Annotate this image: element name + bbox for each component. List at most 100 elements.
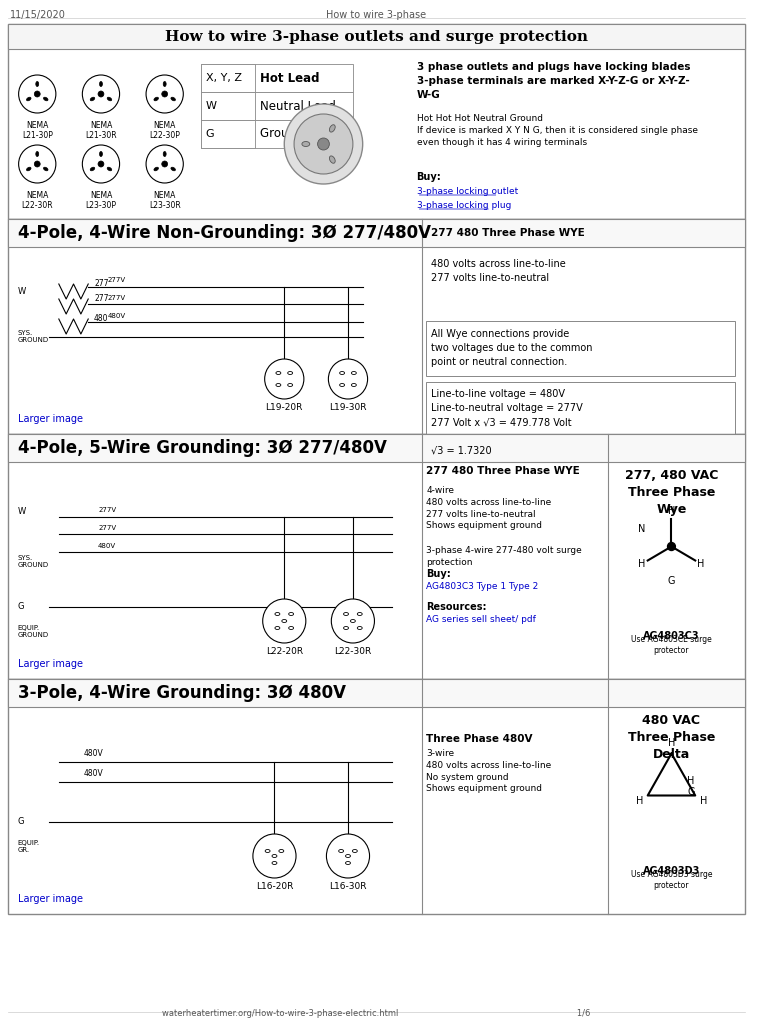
Text: 277, 480 VAC
Three Phase
Wye: 277, 480 VAC Three Phase Wye bbox=[625, 469, 718, 516]
FancyBboxPatch shape bbox=[8, 679, 745, 707]
Circle shape bbox=[263, 599, 306, 643]
Ellipse shape bbox=[36, 152, 38, 157]
Ellipse shape bbox=[154, 167, 158, 171]
Text: L16-20R: L16-20R bbox=[256, 882, 293, 891]
Text: N: N bbox=[638, 524, 645, 534]
Circle shape bbox=[318, 138, 329, 150]
Circle shape bbox=[98, 161, 104, 167]
Circle shape bbox=[667, 543, 675, 551]
Ellipse shape bbox=[272, 861, 277, 864]
Text: Buy:: Buy: bbox=[416, 172, 442, 182]
Circle shape bbox=[265, 359, 304, 399]
Text: EQUIP.
GROUND: EQUIP. GROUND bbox=[18, 625, 49, 638]
Circle shape bbox=[35, 161, 40, 167]
Circle shape bbox=[326, 834, 369, 878]
Ellipse shape bbox=[339, 850, 343, 853]
Ellipse shape bbox=[288, 384, 293, 386]
Ellipse shape bbox=[108, 97, 111, 100]
Text: 277 480 Three Phase WYE: 277 480 Three Phase WYE bbox=[432, 228, 585, 238]
Text: SYS.
GROUND: SYS. GROUND bbox=[18, 330, 49, 343]
Ellipse shape bbox=[276, 372, 281, 375]
Text: NEMA
L23-30P: NEMA L23-30P bbox=[85, 191, 117, 210]
Text: Hot Lead: Hot Lead bbox=[260, 72, 319, 85]
Circle shape bbox=[329, 359, 368, 399]
Text: 277V: 277V bbox=[98, 524, 116, 530]
Circle shape bbox=[284, 104, 362, 184]
Text: Use AG4803CE surge
protector: Use AG4803CE surge protector bbox=[631, 635, 712, 655]
Ellipse shape bbox=[352, 384, 356, 386]
Ellipse shape bbox=[100, 82, 102, 86]
Text: W: W bbox=[18, 507, 26, 516]
Ellipse shape bbox=[90, 167, 94, 171]
Text: 3-phase locking outlet: 3-phase locking outlet bbox=[416, 187, 518, 196]
Ellipse shape bbox=[289, 612, 293, 615]
Ellipse shape bbox=[357, 612, 362, 615]
Text: AG series sell sheet/ pdf: AG series sell sheet/ pdf bbox=[426, 615, 536, 624]
Ellipse shape bbox=[302, 141, 310, 146]
Circle shape bbox=[162, 91, 167, 97]
Text: G: G bbox=[18, 817, 24, 826]
Text: H: H bbox=[635, 796, 643, 806]
Ellipse shape bbox=[350, 620, 356, 623]
Text: L22-20R: L22-20R bbox=[266, 647, 303, 656]
Text: 4-Pole, 4-Wire Non-Grounding: 3Ø 277/480V: 4-Pole, 4-Wire Non-Grounding: 3Ø 277/480… bbox=[18, 224, 431, 242]
Text: NEMA
L21-30R: NEMA L21-30R bbox=[85, 121, 117, 140]
Text: 4-wire
480 volts across line-to-line
277 volts line-to-neutral
Shows equipment g: 4-wire 480 volts across line-to-line 277… bbox=[426, 486, 551, 530]
Ellipse shape bbox=[171, 97, 175, 100]
Text: How to wire 3-phase: How to wire 3-phase bbox=[326, 10, 426, 20]
Ellipse shape bbox=[108, 167, 111, 171]
Text: Neutral Lead: Neutral Lead bbox=[260, 99, 336, 113]
Circle shape bbox=[35, 91, 40, 97]
Text: L19-30R: L19-30R bbox=[329, 403, 367, 412]
FancyBboxPatch shape bbox=[201, 92, 255, 120]
Ellipse shape bbox=[343, 612, 349, 615]
Ellipse shape bbox=[275, 627, 280, 630]
Ellipse shape bbox=[329, 156, 335, 163]
Text: AG4803C3: AG4803C3 bbox=[643, 631, 700, 641]
Text: G: G bbox=[667, 577, 675, 587]
Ellipse shape bbox=[346, 861, 350, 864]
Text: Three Phase 480V: Three Phase 480V bbox=[426, 734, 533, 744]
Circle shape bbox=[146, 75, 184, 113]
Circle shape bbox=[98, 91, 104, 97]
Ellipse shape bbox=[346, 854, 350, 857]
FancyBboxPatch shape bbox=[201, 92, 353, 120]
FancyBboxPatch shape bbox=[8, 679, 745, 914]
Text: Larger image: Larger image bbox=[18, 659, 83, 669]
Ellipse shape bbox=[352, 372, 356, 375]
Text: 480V: 480V bbox=[83, 750, 103, 759]
Text: 3-Pole, 4-Wire Grounding: 3Ø 480V: 3-Pole, 4-Wire Grounding: 3Ø 480V bbox=[18, 684, 346, 702]
Text: 11/15/2020: 11/15/2020 bbox=[10, 10, 66, 20]
FancyBboxPatch shape bbox=[8, 24, 745, 219]
FancyBboxPatch shape bbox=[201, 120, 353, 148]
Circle shape bbox=[18, 145, 56, 183]
Text: All Wye connections provide
two voltages due to the common
point or neutral conn: All Wye connections provide two voltages… bbox=[432, 329, 593, 367]
FancyBboxPatch shape bbox=[8, 434, 745, 462]
Ellipse shape bbox=[353, 850, 357, 853]
Ellipse shape bbox=[276, 384, 281, 386]
Text: NEMA
L21-30P: NEMA L21-30P bbox=[22, 121, 53, 140]
Text: L22-30R: L22-30R bbox=[334, 647, 372, 656]
Ellipse shape bbox=[279, 850, 284, 853]
Ellipse shape bbox=[171, 167, 175, 171]
Text: 4-Pole, 5-Wire Grounding: 3Ø 277/480V: 4-Pole, 5-Wire Grounding: 3Ø 277/480V bbox=[18, 439, 386, 457]
Text: 480 VAC
Three Phase
Delta: 480 VAC Three Phase Delta bbox=[627, 714, 715, 761]
Ellipse shape bbox=[289, 627, 293, 630]
Circle shape bbox=[146, 145, 184, 183]
Ellipse shape bbox=[154, 97, 158, 100]
Circle shape bbox=[18, 75, 56, 113]
Ellipse shape bbox=[272, 854, 277, 857]
Text: 277V: 277V bbox=[108, 295, 126, 300]
Text: H
G: H G bbox=[687, 776, 695, 798]
Text: Hot Hot Hot Neutral Ground
If device is marked X Y N G, then it is considered si: Hot Hot Hot Neutral Ground If device is … bbox=[416, 114, 697, 146]
Ellipse shape bbox=[27, 167, 31, 171]
Text: How to wire 3-phase outlets and surge protection: How to wire 3-phase outlets and surge pr… bbox=[165, 30, 588, 44]
Text: 3-phase 4-wire 277-480 volt surge
protection: 3-phase 4-wire 277-480 volt surge protec… bbox=[426, 546, 582, 567]
FancyBboxPatch shape bbox=[201, 63, 255, 92]
Ellipse shape bbox=[44, 97, 48, 100]
Circle shape bbox=[82, 145, 120, 183]
Text: 3-phase locking plug: 3-phase locking plug bbox=[416, 201, 511, 210]
Text: L16-30R: L16-30R bbox=[329, 882, 367, 891]
Text: H: H bbox=[668, 507, 675, 516]
Text: 277: 277 bbox=[94, 279, 108, 288]
